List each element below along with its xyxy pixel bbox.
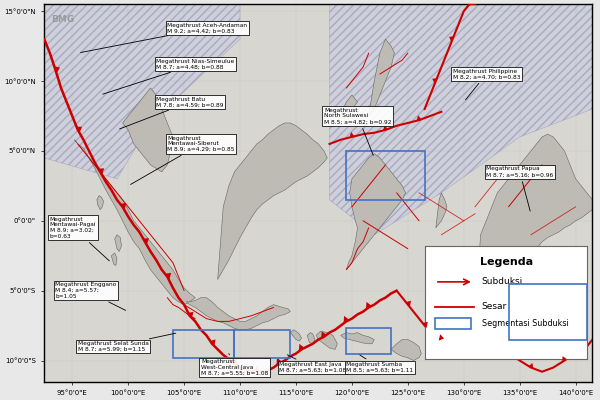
Polygon shape (344, 316, 349, 323)
Bar (235, 330, 290, 358)
Polygon shape (341, 332, 374, 344)
Text: Megathrust Sumba
M 8.5; a=5.63; b=1.11: Megathrust Sumba M 8.5; a=5.63; b=1.11 (346, 355, 413, 373)
Polygon shape (562, 356, 567, 362)
Bar (346, 328, 391, 354)
Polygon shape (290, 330, 302, 341)
Polygon shape (188, 312, 193, 319)
Polygon shape (122, 88, 173, 172)
Text: Megathrust
Mentawai-Pagai
M 8.9; a=3.02;
b=0.63: Megathrust Mentawai-Pagai M 8.9; a=3.02;… (50, 216, 109, 261)
Polygon shape (349, 132, 355, 138)
Polygon shape (436, 193, 447, 228)
Polygon shape (54, 66, 60, 74)
Text: Megathrust Papua
M 8.7; a=5.16; b=0.96: Megathrust Papua M 8.7; a=5.16; b=0.96 (486, 166, 553, 211)
Polygon shape (112, 253, 117, 266)
Bar (509, 284, 587, 340)
Polygon shape (383, 125, 388, 131)
Polygon shape (187, 298, 290, 330)
Polygon shape (366, 302, 371, 309)
Polygon shape (321, 331, 326, 338)
Polygon shape (76, 127, 82, 133)
Text: Megathrust
North Sulawesi
M 8.5; a=4.82; b=0.92: Megathrust North Sulawesi M 8.5; a=4.82;… (324, 108, 391, 155)
Polygon shape (329, 4, 592, 235)
Polygon shape (368, 39, 394, 116)
Text: Megathrust Aceh-Andaman
M 9.2; a=4.42; b=0.83: Megathrust Aceh-Andaman M 9.2; a=4.42; b… (80, 22, 247, 52)
Polygon shape (143, 238, 149, 245)
Polygon shape (218, 123, 327, 280)
Polygon shape (439, 334, 444, 340)
Polygon shape (335, 95, 358, 123)
Polygon shape (232, 358, 237, 365)
Polygon shape (44, 4, 240, 179)
Text: Megathrust
Mentawai-Siberut
M 8.9; a=4.29; b=0.85: Megathrust Mentawai-Siberut M 8.9; a=4.2… (131, 136, 235, 184)
Text: Megathrust Enggano
M 8.4; a=5.57;
b=1.05: Megathrust Enggano M 8.4; a=5.57; b=1.05 (55, 282, 125, 310)
Polygon shape (121, 203, 127, 210)
Polygon shape (299, 344, 304, 351)
Polygon shape (277, 358, 282, 365)
Polygon shape (254, 366, 260, 372)
Bar (173, 330, 235, 358)
Polygon shape (316, 331, 337, 349)
Text: Megathrust Nias-Simeulue
M 8.7; a=4.48; b=0.88: Megathrust Nias-Simeulue M 8.7; a=4.48; … (103, 59, 235, 94)
Polygon shape (529, 363, 533, 369)
Polygon shape (74, 140, 195, 305)
Text: Megathrust Selat Sunda
M 8.7; a=5.99; b=1.15: Megathrust Selat Sunda M 8.7; a=5.99; b=… (78, 333, 176, 352)
Polygon shape (166, 273, 171, 280)
Text: Megathrust Philippine
M 8.2; a=4.70; b=0.83: Megathrust Philippine M 8.2; a=4.70; b=0… (452, 69, 520, 100)
Text: Megathrust Batu
M 7.8; a=4.59; b=0.89: Megathrust Batu M 7.8; a=4.59; b=0.89 (119, 96, 224, 129)
Polygon shape (416, 115, 421, 121)
Polygon shape (115, 235, 121, 252)
Text: BMG: BMG (51, 16, 74, 24)
Polygon shape (432, 78, 437, 84)
Text: Megathrust East Java
M 8.7; a=5.63; b=1.08: Megathrust East Java M 8.7; a=5.63; b=1.… (279, 355, 346, 373)
Bar (346, 151, 425, 200)
Polygon shape (422, 322, 428, 328)
Polygon shape (475, 134, 592, 326)
Polygon shape (97, 196, 104, 210)
Polygon shape (210, 340, 215, 346)
Polygon shape (307, 332, 315, 344)
Polygon shape (391, 340, 421, 360)
Polygon shape (98, 168, 104, 175)
Polygon shape (406, 301, 411, 307)
Polygon shape (346, 154, 406, 270)
Polygon shape (449, 36, 454, 42)
Text: Megathrust
West-Central Java
M 8.7; a=5.55; b=1.08: Megathrust West-Central Java M 8.7; a=5.… (201, 354, 268, 376)
